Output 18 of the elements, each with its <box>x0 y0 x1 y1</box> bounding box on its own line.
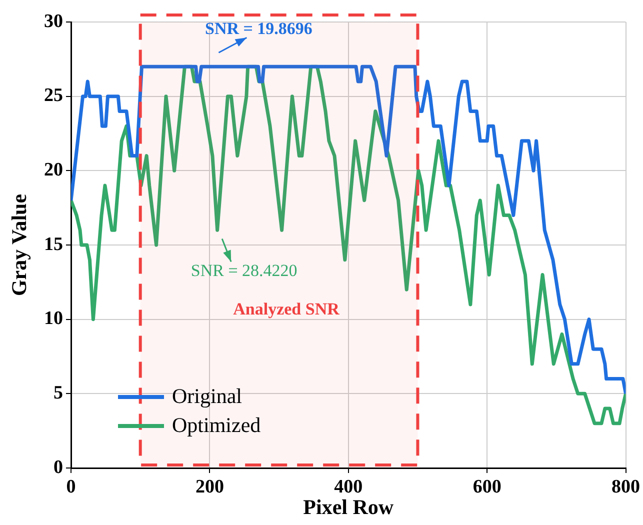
x-tick-label: 400 <box>334 476 363 498</box>
y-tick-label: 30 <box>44 10 63 32</box>
legend-label: Original <box>172 384 242 409</box>
y-tick-label: 5 <box>54 382 63 404</box>
annotation: SNR = 19.8696 <box>204 18 312 38</box>
annotation: SNR = 28.4220 <box>190 261 298 280</box>
x-tick-label: 200 <box>195 476 224 498</box>
y-tick-label: 15 <box>44 234 63 255</box>
annotation: Analyzed SNR <box>233 300 340 319</box>
x-tick-label: 800 <box>612 476 640 498</box>
x-axis-title: Pixel Row <box>303 494 394 519</box>
y-tick-label: 10 <box>44 308 63 330</box>
y-axis-title: Gray Value <box>7 194 32 296</box>
x-tick-label: 600 <box>472 476 502 498</box>
y-tick-label: 25 <box>44 85 63 106</box>
y-tick-label: 0 <box>54 456 63 478</box>
legend-label: Optimized <box>172 413 261 438</box>
y-tick-label: 20 <box>44 160 63 181</box>
